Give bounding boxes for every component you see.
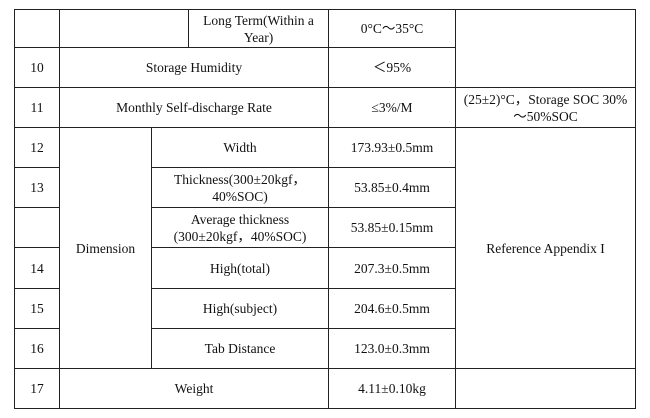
item-name: High(subject) — [151, 288, 329, 329]
dimension-remark: Reference Appendix I — [455, 127, 636, 369]
table-row: Long Term(Within a Year) 0°C～35°C — [14, 9, 636, 88]
item-value: 173.93±0.5mm — [328, 127, 456, 168]
table-row: 10 Storage Humidity ＜95% — [14, 47, 636, 88]
category-cell — [59, 9, 189, 48]
item-remark — [455, 368, 636, 409]
item-value: ＜95% — [328, 47, 456, 88]
item-name: High(total) — [151, 247, 329, 289]
storage-remark-cell — [455, 9, 636, 88]
item-value: ≤3%/M — [328, 87, 456, 128]
specification-table: Long Term(Within a Year) 0°C～35°C 10 Sto… — [14, 9, 636, 409]
item-name: Average thickness (300±20kgf，40%SOC) — [151, 207, 329, 248]
item-value: 207.3±0.5mm — [328, 247, 456, 289]
row-number: 12 — [14, 127, 60, 168]
item-value: 4.11±0.10kg — [328, 368, 456, 409]
row-number: 17 — [14, 368, 60, 409]
storage-temperature-value: 0°C～35°C — [328, 9, 456, 48]
item-name: Weight — [59, 368, 329, 409]
row-number-cell — [14, 9, 60, 48]
table-row: 13 Thickness(300±20kgf，40%SOC) 53.85±0.4… — [14, 167, 636, 208]
item-name: Storage Humidity — [59, 47, 329, 88]
row-number: 14 — [14, 247, 60, 289]
item-name: Width — [151, 127, 329, 168]
item-remark: (25±2)°C，Storage SOC 30%～50%SOC — [455, 87, 636, 128]
item-name: Monthly Self-discharge Rate — [59, 87, 329, 128]
row-number: 11 — [14, 87, 60, 128]
row-number: 10 — [14, 47, 60, 88]
row-number: 13 — [14, 167, 60, 208]
row-number: 16 — [14, 328, 60, 369]
storage-term-label: Long Term(Within a Year) — [188, 9, 329, 48]
table-row: 11 Monthly Self-discharge Rate ≤3%/M (25… — [14, 87, 636, 128]
item-name: Tab Distance — [151, 328, 329, 369]
table-row: 14 High(total) 207.3±0.5mm — [14, 247, 636, 289]
item-name: Thickness(300±20kgf，40%SOC) — [151, 167, 329, 208]
table-row: 15 High(subject) 204.6±0.5mm — [14, 288, 636, 329]
dimension-label: Dimension — [59, 127, 152, 369]
table-row: 17 Weight 4.11±0.10kg — [14, 368, 636, 409]
item-value: 53.85±0.15mm — [328, 207, 456, 248]
item-value: 53.85±0.4mm — [328, 167, 456, 208]
item-value: 123.0±0.3mm — [328, 328, 456, 369]
table-row: 16 Tab Distance 123.0±0.3mm — [14, 328, 636, 369]
table-row: 12 Dimension Width 173.93±0.5mm Referenc… — [14, 127, 636, 369]
item-value: 204.6±0.5mm — [328, 288, 456, 329]
row-number: 15 — [14, 288, 60, 329]
row-number — [14, 207, 60, 248]
